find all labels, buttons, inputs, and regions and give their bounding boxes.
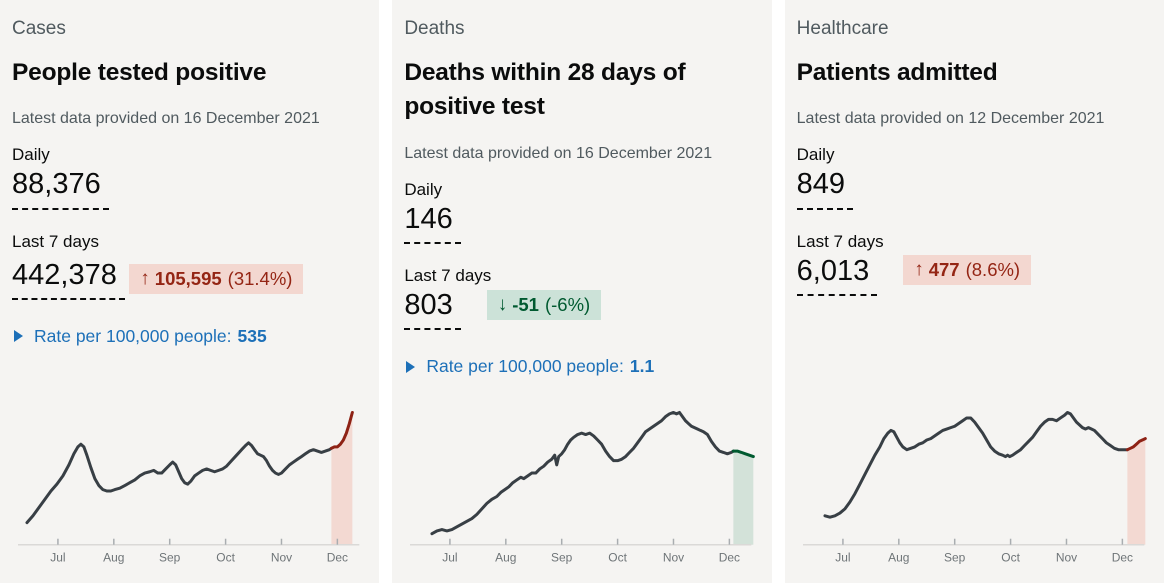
svg-text:Jul: Jul [443, 551, 458, 565]
svg-text:Dec: Dec [327, 551, 348, 565]
deaths-rate-disclosure[interactable]: Rate per 100,000 people: 1.1 [406, 356, 654, 377]
down-arrow-icon: ↓ [497, 293, 508, 315]
healthcare-weekly-value: 6,013 [796, 255, 878, 296]
rate-label: Rate per 100,000 people: [426, 356, 624, 377]
svg-text:Dec: Dec [1111, 551, 1132, 565]
svg-text:Nov: Nov [663, 551, 684, 565]
change-percent: (31.4%) [227, 267, 293, 289]
change-badge: ↓ -51 (-6%) [486, 289, 602, 320]
healthcare-sparkline-chart: Jul Aug Sep Oct Nov Dec [797, 397, 1152, 573]
svg-text:Sep: Sep [551, 551, 573, 565]
cases-rate-disclosure[interactable]: Rate per 100,000 people: 535 [14, 326, 267, 347]
cases-weekly-stat: Last 7 days 442,378 ↑ 105,595 (31.4%) [12, 232, 367, 300]
svg-text:Aug: Aug [103, 551, 124, 565]
cases-card-title: People tested positive [12, 59, 267, 86]
deaths-card-title: Deaths within 28 days of positive test [404, 59, 686, 121]
svg-text:Sep: Sep [159, 551, 181, 565]
healthcare-daily-label: Daily [796, 145, 835, 165]
deaths-updated-text: Latest data provided on 16 December 2021 [404, 144, 713, 162]
healthcare-weekly-stat: Last 7 days 6,013 ↑ 477 (8.6%) [796, 231, 1152, 296]
svg-text:Oct: Oct [1001, 551, 1020, 565]
up-arrow-icon: ↑ [140, 267, 150, 289]
cases-daily-stat: Daily 88,376 [12, 145, 367, 210]
svg-text:Nov: Nov [271, 551, 292, 565]
rate-label: Rate per 100,000 people: [34, 325, 232, 346]
change-percent: (8.6%) [965, 259, 1021, 281]
cases-sparkline-chart: Jul Aug Sep Oct Nov Dec [12, 397, 367, 573]
disclosure-triangle-icon [14, 330, 23, 343]
healthcare-updated-text: Latest data provided on 12 December 2021 [796, 110, 1105, 128]
deaths-weekly-stat: Last 7 days 803 ↓ -51 (-6%) [404, 265, 759, 331]
change-value: 105,595 [154, 267, 222, 289]
rate-value: 1.1 [629, 356, 655, 377]
rate-value: 535 [237, 325, 267, 346]
svg-text:Nov: Nov [1055, 551, 1076, 565]
svg-text:Dec: Dec [719, 551, 740, 565]
cases-card: Cases People tested positive Latest data… [0, 0, 380, 583]
healthcare-daily-stat: Daily 849 [796, 145, 1152, 210]
deaths-card: Deaths Deaths within 28 days of positive… [392, 0, 772, 583]
healthcare-weekly-label: Last 7 days [796, 231, 884, 251]
cases-updated-text: Latest data provided on 16 December 2021 [12, 110, 320, 128]
cases-daily-value: 88,376 [12, 168, 109, 210]
cases-weekly-label: Last 7 days [12, 231, 99, 251]
change-badge: ↑ 105,595 (31.4%) [129, 263, 304, 294]
change-value: 477 [928, 259, 960, 281]
healthcare-card-title: Patients admitted [796, 59, 998, 86]
up-arrow-icon: ↑ [914, 259, 924, 281]
cases-weekly-value: 442,378 [12, 259, 125, 300]
svg-text:Aug: Aug [888, 551, 909, 565]
cases-section-label: Cases [12, 18, 66, 39]
disclosure-triangle-icon [406, 360, 416, 373]
deaths-weekly-value: 803 [404, 289, 461, 331]
svg-text:Oct: Oct [216, 551, 235, 565]
change-value: -51 [512, 293, 539, 315]
change-badge: ↑ 477 (8.6%) [903, 255, 1032, 286]
deaths-sparkline-chart: Jul Aug Sep Oct Nov Dec [404, 397, 759, 573]
deaths-daily-label: Daily [404, 179, 443, 199]
svg-text:Jul: Jul [50, 551, 65, 565]
healthcare-section-label: Healthcare [796, 18, 889, 39]
healthcare-daily-value: 849 [796, 168, 854, 210]
svg-text:Aug: Aug [495, 551, 516, 565]
svg-text:Jul: Jul [835, 551, 850, 565]
svg-text:Oct: Oct [609, 551, 628, 565]
change-percent: (-6%) [544, 293, 591, 315]
svg-text:Sep: Sep [944, 551, 966, 565]
deaths-daily-stat: Daily 146 [404, 180, 759, 244]
deaths-daily-value: 146 [404, 203, 461, 244]
healthcare-card: Healthcare Patients admitted Latest data… [784, 0, 1164, 583]
cases-daily-label: Daily [12, 145, 50, 165]
deaths-section-label: Deaths [404, 18, 465, 39]
deaths-weekly-label: Last 7 days [404, 265, 492, 285]
